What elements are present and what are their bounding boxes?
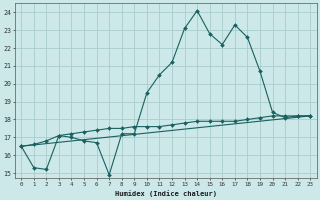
X-axis label: Humidex (Indice chaleur): Humidex (Indice chaleur) [115, 190, 217, 197]
